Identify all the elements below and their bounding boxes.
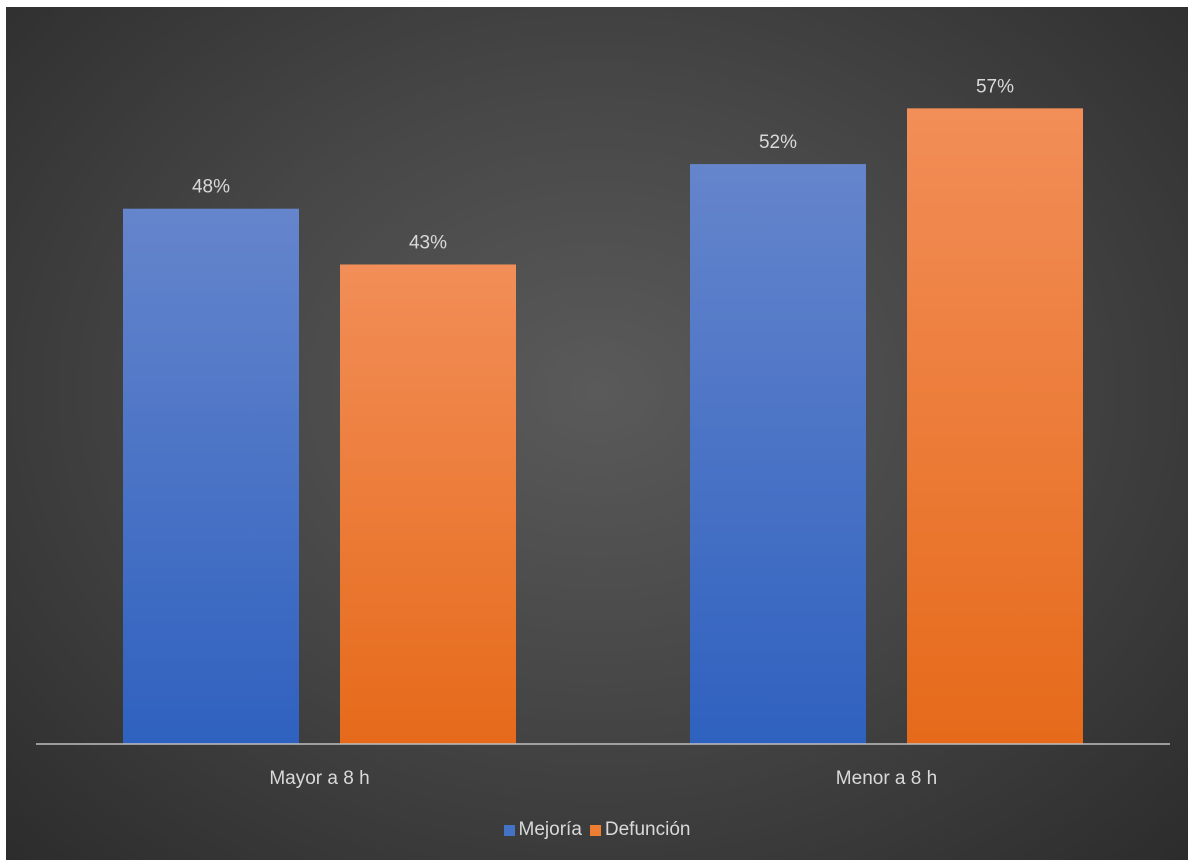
category-label-1: Menor a 8 h [836, 768, 937, 789]
data-label-mejoria-0: 48% [192, 177, 230, 198]
bar-defuncion-1 [907, 108, 1083, 744]
chart-area: 48% 43% 52% 57% Mayor a 8 h Menor a 8 h Mejo… [6, 7, 1188, 860]
bar-mejoria-1 [690, 164, 866, 744]
legend-item-defuncion: Defunción [589, 819, 691, 841]
legend-swatch-mejoria [503, 824, 515, 836]
bar-chart: 48% 43% 52% 57% Mayor a 8 h Menor a 8 h [36, 76, 1170, 789]
bar-mejoria-0 [123, 208, 299, 745]
bar-defuncion-0 [340, 264, 516, 744]
legend: Mejoría Defunción [6, 819, 1188, 841]
legend-item-mejoria: Mejoría [503, 819, 582, 841]
data-label-defuncion-1: 57% [976, 76, 1014, 97]
category-label-0: Mayor a 8 h [269, 768, 369, 789]
legend-label-mejoria: Mejoría [518, 819, 582, 840]
data-label-mejoria-1: 52% [759, 132, 797, 153]
data-label-defuncion-0: 43% [409, 232, 447, 253]
legend-swatch-defuncion [589, 824, 601, 836]
legend-label-defuncion: Defunción [604, 819, 691, 840]
